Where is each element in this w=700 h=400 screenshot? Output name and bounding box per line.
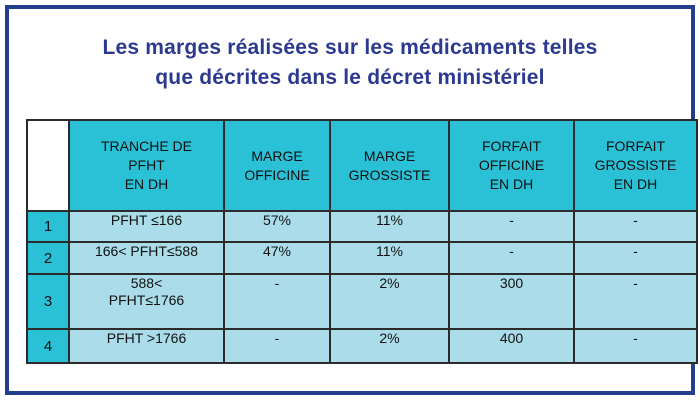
cell-forfait-grossiste: - (573, 241, 698, 275)
cell-marge-officine: - (223, 328, 331, 364)
table-row-4: 4 PFHT >1766 - 2% 400 - (26, 328, 698, 364)
page-title-line-2: que décrites dans le décret ministériel (155, 66, 545, 89)
cell-tranche: 166< PFHT≤588 (68, 241, 225, 275)
column-header-marge-grossiste: MARGE GROSSISTE (329, 119, 450, 212)
table-row-3: 3 588< PFHT≤1766 - 2% 300 - (26, 273, 698, 330)
row-number: 2 (26, 241, 70, 275)
page-title: Les marges réalisées sur les médicaments… (9, 33, 691, 93)
cell-marge-grossiste: 2% (329, 273, 450, 330)
table-row-2: 2 166< PFHT≤588 47% 11% - - (26, 241, 698, 275)
header-row: TRANCHE DE PFHT EN DH MARGE OFFICINE MAR… (26, 119, 698, 212)
cell-marge-grossiste: 2% (329, 328, 450, 364)
cell-marge-officine: 47% (223, 241, 331, 275)
column-header-forfait-officine: FORFAIT OFFICINE EN DH (448, 119, 575, 212)
cell-marge-grossiste: 11% (329, 241, 450, 275)
column-header-forfait-grossiste: FORFAIT GROSSISTE EN DH (573, 119, 698, 212)
row-number: 1 (26, 210, 70, 243)
cell-forfait-grossiste: - (573, 210, 698, 243)
cell-forfait-officine: 300 (448, 273, 575, 330)
column-header-marge-officine: MARGE OFFICINE (223, 119, 331, 212)
page-title-line-1: Les marges réalisées sur les médicaments… (102, 36, 598, 59)
cell-tranche: PFHT >1766 (68, 328, 225, 364)
outer-frame: Les marges réalisées sur les médicaments… (5, 5, 698, 395)
cell-forfait-grossiste: - (573, 328, 698, 364)
cell-forfait-officine: - (448, 210, 575, 243)
corner-cell (26, 119, 70, 212)
row-number: 4 (26, 328, 70, 364)
table-row-1: 1 PFHT ≤166 57% 11% - - (26, 210, 698, 243)
cell-marge-grossiste: 11% (329, 210, 450, 243)
row-number: 3 (26, 273, 70, 330)
margins-table: TRANCHE DE PFHT EN DH MARGE OFFICINE MAR… (26, 119, 698, 364)
cell-forfait-grossiste: - (573, 273, 698, 330)
cell-forfait-officine: 400 (448, 328, 575, 364)
cell-marge-officine: 57% (223, 210, 331, 243)
cell-tranche: PFHT ≤166 (68, 210, 225, 243)
cell-marge-officine: - (223, 273, 331, 330)
cell-tranche: 588< PFHT≤1766 (68, 273, 225, 330)
cell-forfait-officine: - (448, 241, 575, 275)
column-header-tranche: TRANCHE DE PFHT EN DH (68, 119, 225, 212)
